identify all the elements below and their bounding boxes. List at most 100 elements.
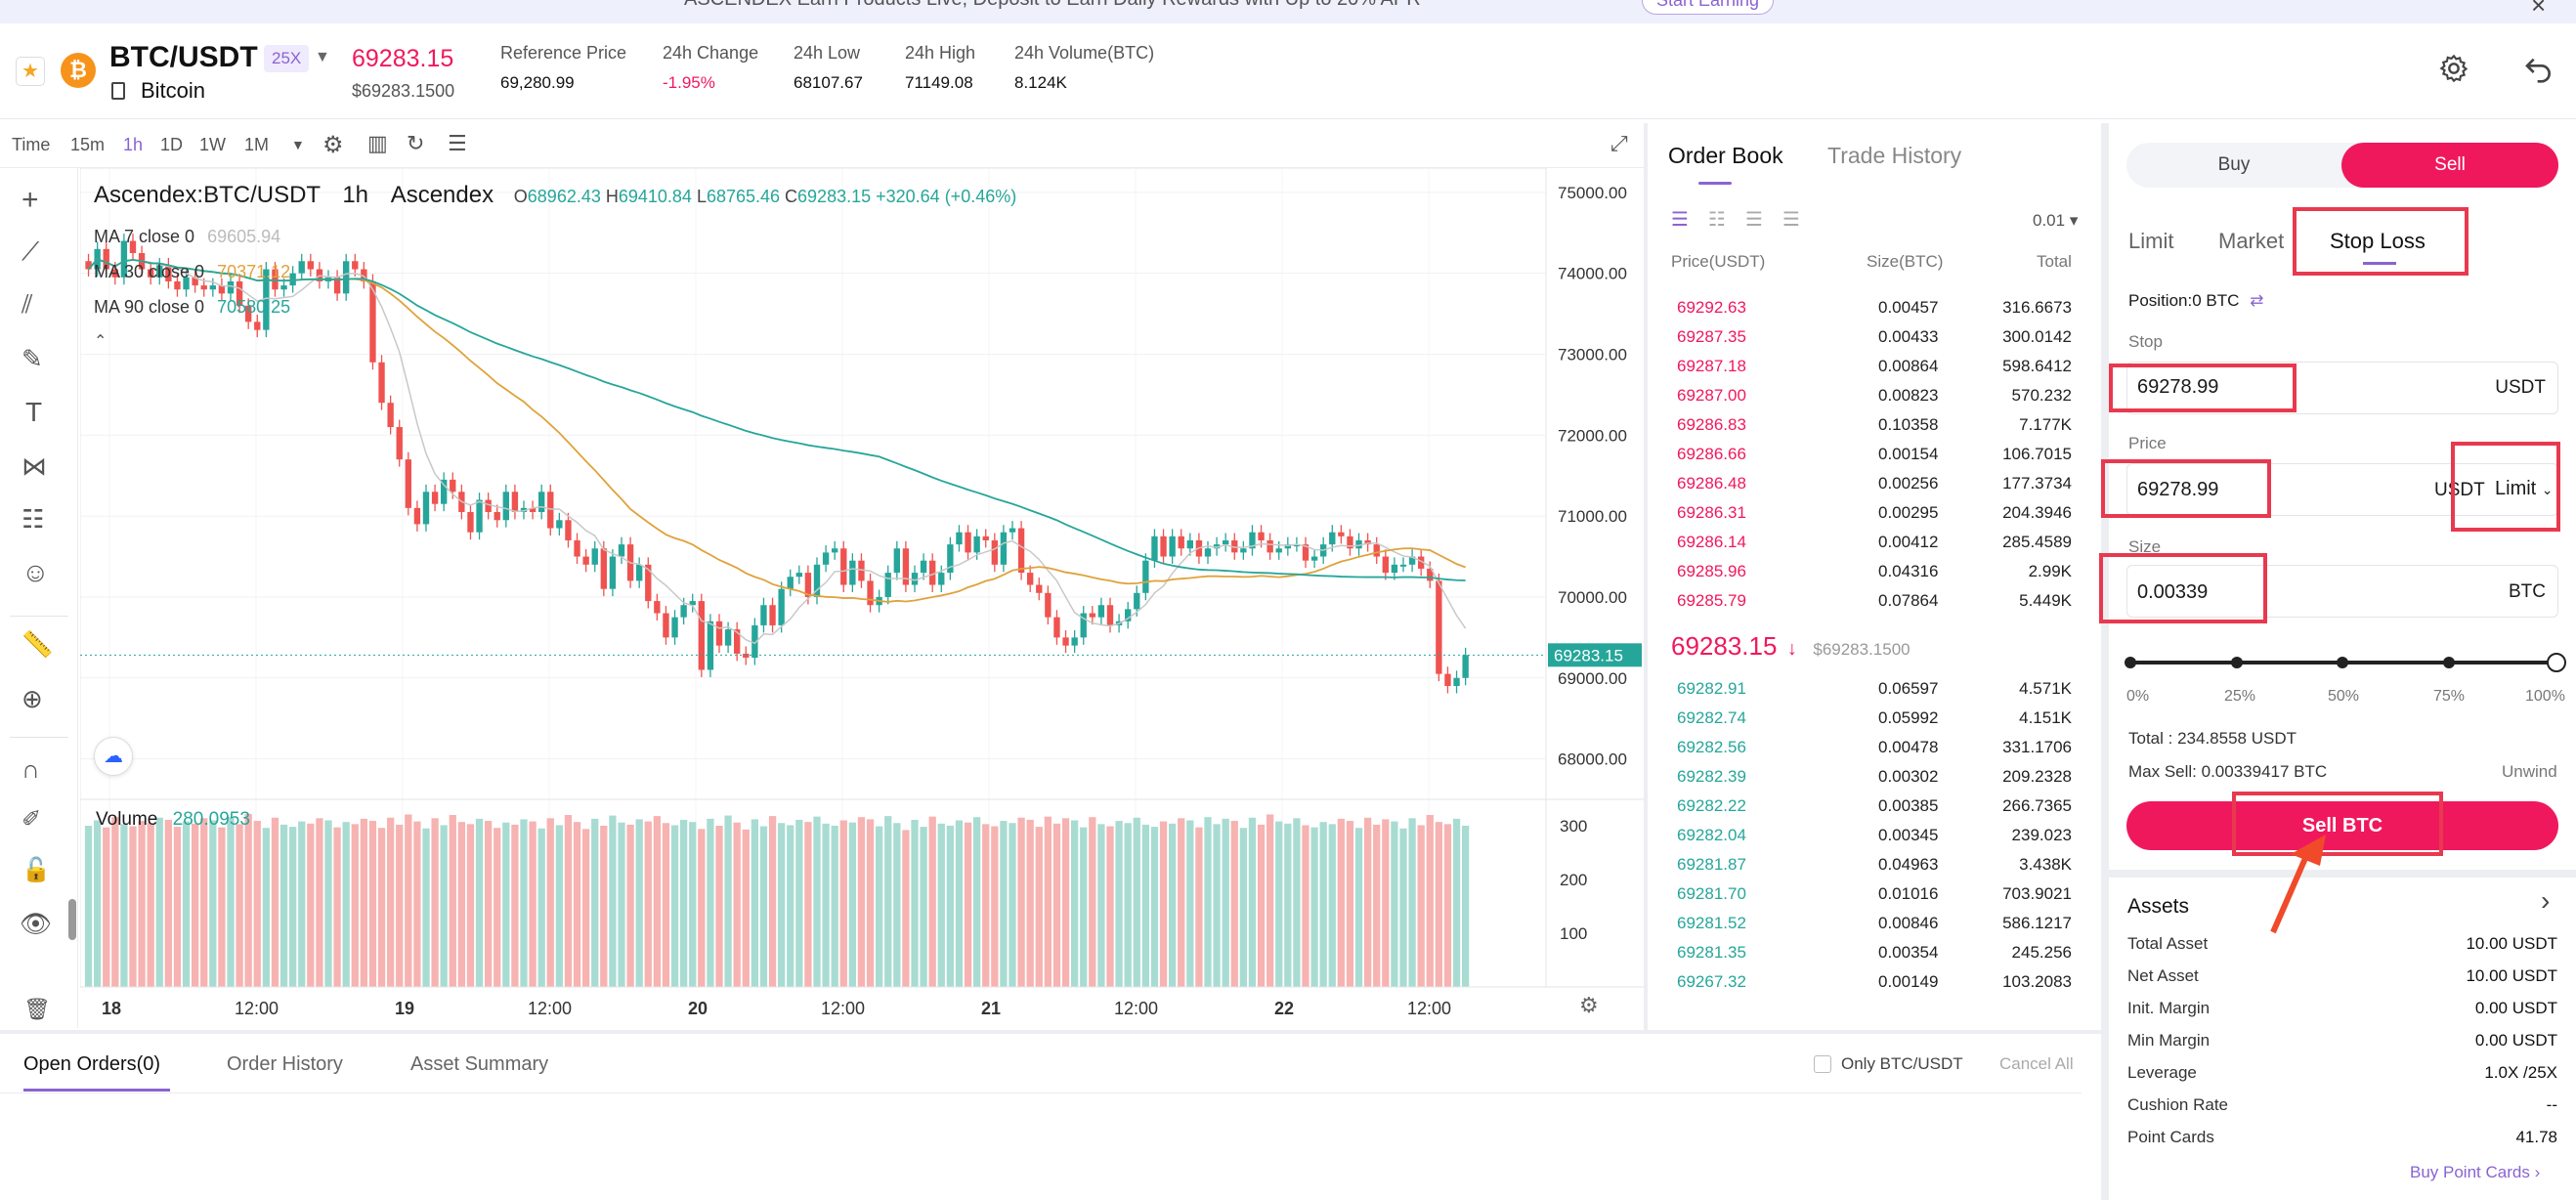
slider-handle[interactable]	[2547, 653, 2566, 672]
sell-tab[interactable]: Sell	[2341, 143, 2558, 188]
text-tool-icon[interactable]: T	[25, 397, 43, 427]
bid-total: 331.1706	[2002, 738, 2072, 756]
pair-title[interactable]: BTC/USDT	[109, 41, 258, 73]
tab-order-history[interactable]: Order History	[227, 1053, 343, 1075]
trash-icon[interactable]: 🗑	[23, 997, 51, 1021]
gear-icon[interactable]	[2438, 53, 2469, 84]
ask-row[interactable]: 69286.83 0.10358 7.177K	[1652, 410, 2072, 440]
bid-row[interactable]: 69282.04 0.00345 239.023	[1652, 821, 2072, 850]
ask-row[interactable]: 69286.14 0.00412 285.4589	[1652, 528, 2072, 557]
interval-1w[interactable]: 1W	[199, 135, 226, 154]
interval-1h[interactable]: 1h	[123, 135, 144, 154]
order-type-market[interactable]: Market	[2218, 229, 2285, 253]
candle-body	[1045, 592, 1052, 618]
view-list-icon[interactable]: ☰	[1782, 209, 1800, 231]
fib-tool-icon[interactable]: ⫽	[21, 289, 33, 319]
bid-row[interactable]: 69282.39 0.00302 209.2328	[1652, 762, 2072, 792]
bid-row[interactable]: 69281.87 0.04963 3.438K	[1652, 850, 2072, 879]
swap-icon[interactable]: ⇄	[2250, 291, 2264, 310]
cancel-all-button[interactable]: Cancel All	[1999, 1054, 2074, 1073]
ask-row[interactable]: 69287.00 0.00823 570.232	[1652, 381, 2072, 410]
unwind-link[interactable]: Unwind	[2502, 762, 2557, 781]
slider-mark-75[interactable]	[2443, 657, 2455, 668]
order-type-stop-loss[interactable]: Stop Loss	[2330, 229, 2426, 253]
tab-open-orders[interactable]: Open Orders(0)	[23, 1053, 161, 1075]
ask-row[interactable]: 69287.35 0.00433 300.0142	[1652, 322, 2072, 352]
reset-chart-icon[interactable]: ↻	[407, 131, 425, 155]
ask-row[interactable]: 69286.31 0.00295 204.3946	[1652, 498, 2072, 528]
ohlc-high: 69410.84	[618, 187, 692, 206]
ask-row[interactable]: 69285.79 0.07864 5.449K	[1652, 586, 2072, 616]
tradingview-logo[interactable]: ☁	[94, 737, 133, 776]
back-arrow-icon[interactable]	[2523, 53, 2555, 84]
leverage-badge[interactable]: 25X	[264, 45, 310, 72]
lock-drawing-icon[interactable]: ✐	[21, 806, 42, 833]
bid-row[interactable]: 69282.91 0.06597 4.571K	[1652, 674, 2072, 704]
zoom-in-icon[interactable]: ⊕	[21, 684, 43, 713]
ask-row[interactable]: 69287.18 0.00864 598.6412	[1652, 352, 2072, 381]
only-pair-label[interactable]: Only BTC/USDT	[1841, 1054, 1963, 1073]
chart-menu-icon[interactable]: ☰	[448, 131, 467, 155]
magnet-icon[interactable]: ∩	[21, 754, 40, 784]
tab-trade-history[interactable]: Trade History	[1827, 143, 1962, 168]
bid-row[interactable]: 69282.22 0.00385 266.7365	[1652, 792, 2072, 821]
indicators-icon[interactable]: ▥	[367, 131, 388, 155]
slider-mark-50[interactable]	[2337, 657, 2348, 668]
candle-body	[1142, 560, 1149, 593]
price-input[interactable]: 69278.99 USDT Limit ⌄	[2126, 463, 2558, 516]
order-type-limit[interactable]: Limit	[2128, 229, 2174, 253]
tab-order-book[interactable]: Order Book	[1668, 143, 1783, 168]
bid-row[interactable]: 69281.70 0.01016 703.9021	[1652, 879, 2072, 909]
slider-mark-0[interactable]	[2125, 657, 2136, 668]
pair-dropdown-icon[interactable]: ▼	[315, 49, 330, 65]
precision-select[interactable]: 0.01 ▾	[2033, 211, 2079, 230]
crosshair-icon[interactable]: +	[21, 184, 39, 216]
ask-row[interactable]: 69292.63 0.00457 316.6673	[1652, 293, 2072, 322]
price-chart[interactable]: 75000.00 74000.00 73000.00 72000.00 71000.00…	[80, 168, 1644, 1026]
time-label[interactable]: Time	[12, 135, 51, 154]
bid-row[interactable]: 69281.35 0.00354 245.256	[1652, 938, 2072, 967]
bid-row[interactable]: 69281.52 0.00846 586.1217	[1652, 909, 2072, 938]
bid-row[interactable]: 69282.74 0.05992 4.151K	[1652, 704, 2072, 733]
brush-icon[interactable]: ✎	[21, 344, 43, 373]
eye-icon[interactable]: 👁	[20, 909, 53, 938]
buy-point-cards-link[interactable]: Buy Point Cards ›	[2410, 1163, 2541, 1181]
ask-row[interactable]: 69285.96 0.04316 2.99K	[1652, 557, 2072, 586]
fullscreen-icon[interactable]: ⤢	[1610, 131, 1628, 155]
sell-btc-button[interactable]: Sell BTC	[2126, 801, 2558, 850]
view-bids-icon[interactable]: ☷	[1708, 209, 1726, 231]
size-slider[interactable]	[2125, 653, 2566, 672]
collapse-legend-icon[interactable]: ⌃	[94, 333, 107, 350]
price-type-select[interactable]: Limit ⌄	[2495, 478, 2554, 500]
close-icon[interactable]: ×	[2531, 0, 2547, 20]
bid-row[interactable]: 69282.56 0.00478 331.1706	[1652, 733, 2072, 762]
toolbar-scrollbar[interactable]	[68, 899, 76, 940]
emoji-icon[interactable]: ☺	[21, 557, 50, 587]
size-input[interactable]: 0.00339 BTC	[2126, 565, 2558, 618]
pattern-tool-icon[interactable]: ⋈	[21, 451, 47, 481]
view-asks-icon[interactable]: ☰	[1745, 209, 1763, 231]
ask-row[interactable]: 69286.48 0.00256 177.3734	[1652, 469, 2072, 498]
ruler-icon[interactable]: 📏	[21, 629, 54, 659]
unlock-icon[interactable]: 🔓	[21, 857, 51, 883]
view-both-icon[interactable]: ☰	[1671, 209, 1689, 231]
only-pair-checkbox[interactable]	[1814, 1055, 1831, 1073]
interval-1d[interactable]: 1D	[160, 135, 184, 154]
stop-input[interactable]: 69278.99 USDT	[2126, 362, 2558, 414]
time-axis-settings-icon[interactable]: ⚙	[1579, 993, 1599, 1017]
interval-dropdown-icon[interactable]: ▼	[291, 137, 305, 152]
candle-body	[574, 539, 580, 557]
prediction-tool-icon[interactable]: ☷	[21, 504, 45, 534]
banner-cta-button[interactable]: Start Earning	[1642, 0, 1775, 15]
tab-asset-summary[interactable]: Asset Summary	[410, 1053, 549, 1075]
trend-line-icon[interactable]: ⟋	[21, 236, 40, 266]
buy-tab[interactable]: Buy	[2217, 154, 2251, 175]
ask-row[interactable]: 69286.66 0.00154 106.7015	[1652, 440, 2072, 469]
chevron-right-icon[interactable]: ›	[2541, 885, 2551, 916]
slider-mark-25[interactable]	[2231, 657, 2243, 668]
favorite-star-icon[interactable]: ★	[16, 57, 45, 86]
interval-1m[interactable]: 1M	[244, 135, 270, 154]
chart-settings-icon[interactable]: ⚙	[322, 132, 344, 158]
interval-15m[interactable]: 15m	[70, 135, 106, 154]
bid-row[interactable]: 69267.32 0.00149 103.2083	[1652, 967, 2072, 997]
